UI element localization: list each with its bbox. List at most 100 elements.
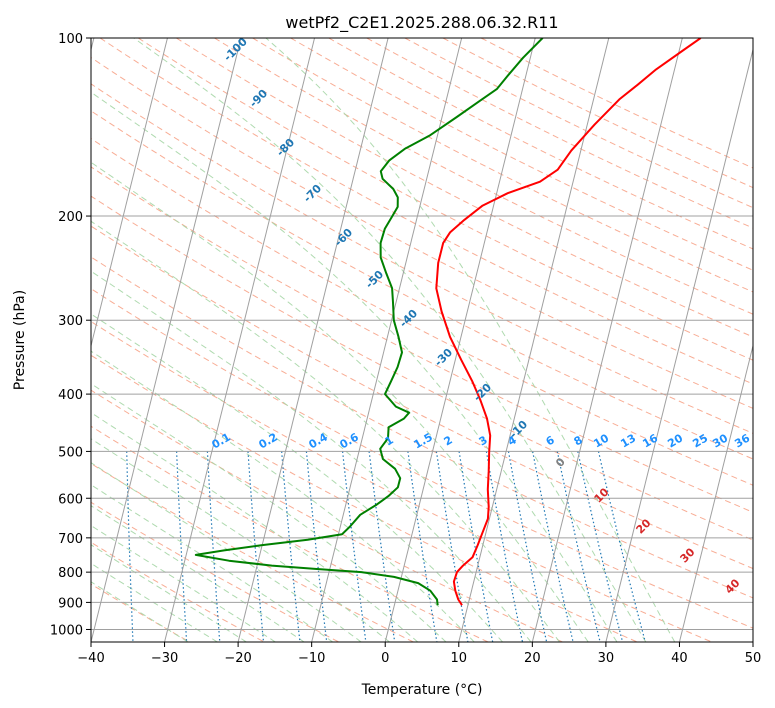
chart-title: wetPf2_C2E1.2025.288.06.32.R11 [285,13,558,33]
isotherm-line [311,38,463,642]
y-tick-label: 800 [58,566,83,581]
dry-adiabat-label: -40 [397,307,420,330]
mixing-ratio-line [597,451,646,642]
skewed-isotherms [91,38,753,642]
moist-adiabat-line [91,462,362,642]
moist-adiabat-line [91,524,276,642]
dry-adiabat-line [91,501,340,642]
y-tick-label: 300 [58,314,83,329]
mixing-ratio-line [281,451,301,642]
dry-adiabat-line [91,56,753,409]
mixing-ratio-label: 0.6 [338,430,362,451]
mixing-ratio-label: 36 [732,431,752,450]
mixing-ratio-label: 25 [690,432,710,451]
y-tick-label: 900 [58,596,83,611]
mixing-ratio-label: 1.5 [412,430,435,451]
dry-adiabat-line [91,225,753,570]
y-tick-label: 1000 [50,623,83,638]
x-tick-label: −20 [224,651,251,666]
y-axis: 100 200 300 400 500 600 700 800 900 1000 [50,32,91,638]
mixing-ratio-line [342,451,367,642]
moist-adiabat-label: 30 [678,545,698,565]
mixing-ratio-label: 20 [665,431,685,450]
x-tick-label: 30 [598,651,615,666]
dry-adiabat-line [91,541,265,642]
moist-adiabat-label: 10 [592,485,612,505]
isotherm-line [164,38,316,642]
dry-adiabat-line [214,38,753,315]
mixing-ratio-label: 6 [544,433,557,448]
mixing-ratio-line [305,451,328,642]
moist-adiabat-label: 40 [723,576,743,596]
mixing-ratio-lines [126,451,646,642]
dry-adiabat-line [91,138,753,486]
x-tick-label: −30 [151,651,178,666]
moist-adiabat-line [265,38,676,642]
overlay-labels: -100-90-80-70-60-50-40-30-20-100.1 0.2 0.4… [210,38,753,597]
moist-adiabat-line [91,383,447,642]
dry-adiabat-line [91,288,753,629]
moist-adiabat-line [91,505,305,642]
y-tick-label: 400 [58,388,83,403]
x-tick-label: 0 [381,651,389,666]
dry-adiabat-label: -30 [432,346,455,369]
mixing-ratio-label: 2 [442,433,455,448]
y-axis-label: Pressure (hPa) [12,290,28,390]
mixing-ratio-line [368,451,396,642]
moist-adiabat-line [91,562,218,642]
mixing-ratio-line [176,451,188,642]
moist-adiabat-line [91,544,247,642]
moist-adiabats [91,38,676,642]
isotherm-line [752,639,753,642]
moist-adiabat-line [91,270,532,642]
isotherm-line [237,38,389,642]
moist-adiabat-line [91,313,503,642]
mixing-ratio-line [126,451,134,642]
moist-adiabat-line [91,220,560,642]
x-tick-label: 50 [745,651,762,666]
mixing-ratio-label: 8 [572,433,585,448]
y-tick-label: 700 [58,532,83,547]
dry-adiabat-line [91,462,414,642]
dry-adiabat-line [91,195,753,541]
dry-adiabat-line [91,110,753,460]
isotherm-line [678,343,753,642]
plot-frame [90,37,754,643]
dry-adiabat-line [99,38,753,385]
x-tick-label: 20 [524,651,541,666]
dry-adiabat-line [252,38,753,293]
pressure-gridlines [91,38,753,630]
x-tick-label: −40 [77,651,104,666]
isotherm-line [91,38,168,348]
isotherm-line [384,38,536,642]
dry-adiabat-line [404,38,753,209]
dry-adiabat-line [91,320,712,642]
series-group [194,38,702,606]
mixing-ratio-label: 13 [618,432,638,451]
mixing-ratio-label: 10 [591,431,611,450]
moist-adiabat-line [133,38,647,642]
dry-adiabat-label: -50 [363,268,386,291]
dry-adiabat-line [91,354,638,642]
moist-adiabat-line [91,161,589,642]
mixing-ratio-label: 1 [383,433,396,448]
x-tick-label: 40 [671,651,688,666]
isotherm-line [91,38,242,642]
dry-adiabat-line [91,166,753,513]
mixing-ratio-line [532,451,574,642]
temperature-line [435,38,702,606]
y-tick-label: 200 [58,210,83,225]
isotherm-line [458,38,610,642]
y-tick-label: 600 [58,492,83,507]
x-axis-label: Temperature (°C) [361,682,483,698]
mixing-ratio-label: 0.4 [307,430,331,451]
dry-adiabat-line [328,38,753,250]
mixing-ratio-line [485,451,524,642]
y-tick-label: 500 [58,445,83,460]
dry-adiabat-line [442,38,753,189]
mixing-ratio-line [407,451,438,642]
dry-adiabat-line [91,256,753,599]
mixing-ratio-label: 0.2 [257,430,280,451]
dry-adiabat-label: -90 [247,87,270,110]
y-tick-label: 100 [58,32,83,47]
